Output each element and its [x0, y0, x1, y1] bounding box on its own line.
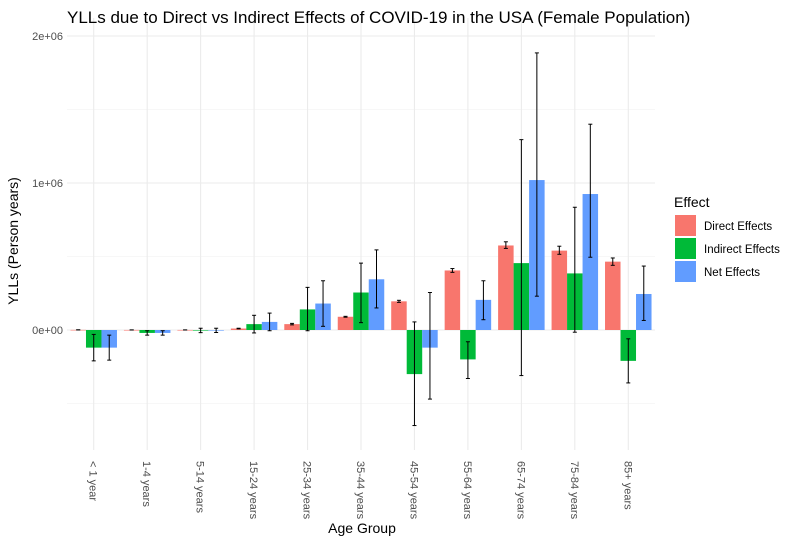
error-bar: [107, 334, 112, 361]
y-tick-label: 0e+00: [32, 325, 63, 337]
bar: [551, 250, 568, 330]
x-tick-label: 85+ years: [621, 461, 633, 510]
error-bar: [572, 206, 577, 333]
legend-key: [675, 261, 696, 282]
legend-key: [675, 215, 696, 236]
error-bar: [519, 139, 524, 377]
error-bar: [252, 314, 257, 334]
error-bar: [305, 286, 310, 332]
x-tick-label: 45-54 years: [407, 461, 419, 520]
error-bar: [160, 330, 165, 336]
bar: [605, 261, 621, 330]
error-bar: [641, 265, 646, 321]
bar: [337, 316, 354, 330]
error-bar: [465, 341, 470, 380]
x-tick-label: 65-74 years: [514, 461, 526, 520]
y-tick-label: 1e+06: [32, 178, 63, 190]
error-bar: [343, 315, 348, 318]
x-tick-label: 5-14 years: [194, 461, 206, 513]
x-axis-ticks: < 1 year 1-4 years 5-14 years 15-24 years 25…: [87, 461, 634, 520]
error-bar: [198, 327, 203, 334]
error-bar: [290, 322, 295, 326]
legend: Effect Direct Effects Indirect Effects Net…: [674, 194, 780, 282]
error-bar: [359, 262, 363, 324]
y-tick-label: 2e+06: [32, 31, 63, 43]
x-tick-label: < 1 year: [87, 461, 99, 501]
bar: [284, 324, 300, 330]
x-tick-label: 15-24 years: [247, 461, 259, 520]
x-axis-title: Age Group: [328, 520, 396, 536]
legend-label: Direct Effects: [704, 221, 772, 233]
legend-key: [675, 238, 696, 259]
legend-label: Net Effects: [704, 267, 760, 279]
x-tick-label: 75-84 years: [568, 461, 580, 520]
y-axis-title: YLLs (Person years): [5, 177, 21, 305]
bar: [498, 245, 514, 330]
legend-title: Effect: [674, 194, 710, 210]
error-bar: [321, 280, 326, 327]
error-bar: [588, 123, 593, 258]
error-bar: [610, 257, 615, 266]
legend-label: Indirect Effects: [704, 244, 780, 256]
error-bar: [557, 245, 562, 255]
x-tick-label: 35-44 years: [354, 461, 366, 520]
error-bar: [236, 327, 241, 330]
error-bar: [503, 241, 508, 249]
error-bar: [412, 321, 417, 427]
error-bar: [534, 52, 539, 297]
chart-title: YLLs due to Direct vs Indirect Effects o…: [67, 8, 690, 27]
error-bar: [481, 280, 486, 321]
bar: [444, 270, 461, 330]
error-bar: [374, 249, 379, 309]
error-bar: [450, 268, 455, 273]
error-bar: [145, 330, 150, 336]
error-bar: [214, 327, 219, 333]
x-tick-label: 1-4 years: [140, 461, 152, 507]
error-bar: [91, 333, 96, 362]
error-bar: [427, 292, 432, 400]
y-axis-ticks: 0e+00 1e+06 2e+06: [32, 31, 63, 337]
error-bar: [626, 338, 631, 384]
bar: [582, 194, 599, 330]
error-bars-layer: [76, 52, 646, 427]
bar: [391, 301, 407, 330]
error-bar: [267, 312, 272, 332]
x-tick-label: 25-34 years: [301, 461, 313, 520]
error-bar: [396, 299, 401, 303]
x-tick-label: 55-64 years: [461, 461, 473, 520]
